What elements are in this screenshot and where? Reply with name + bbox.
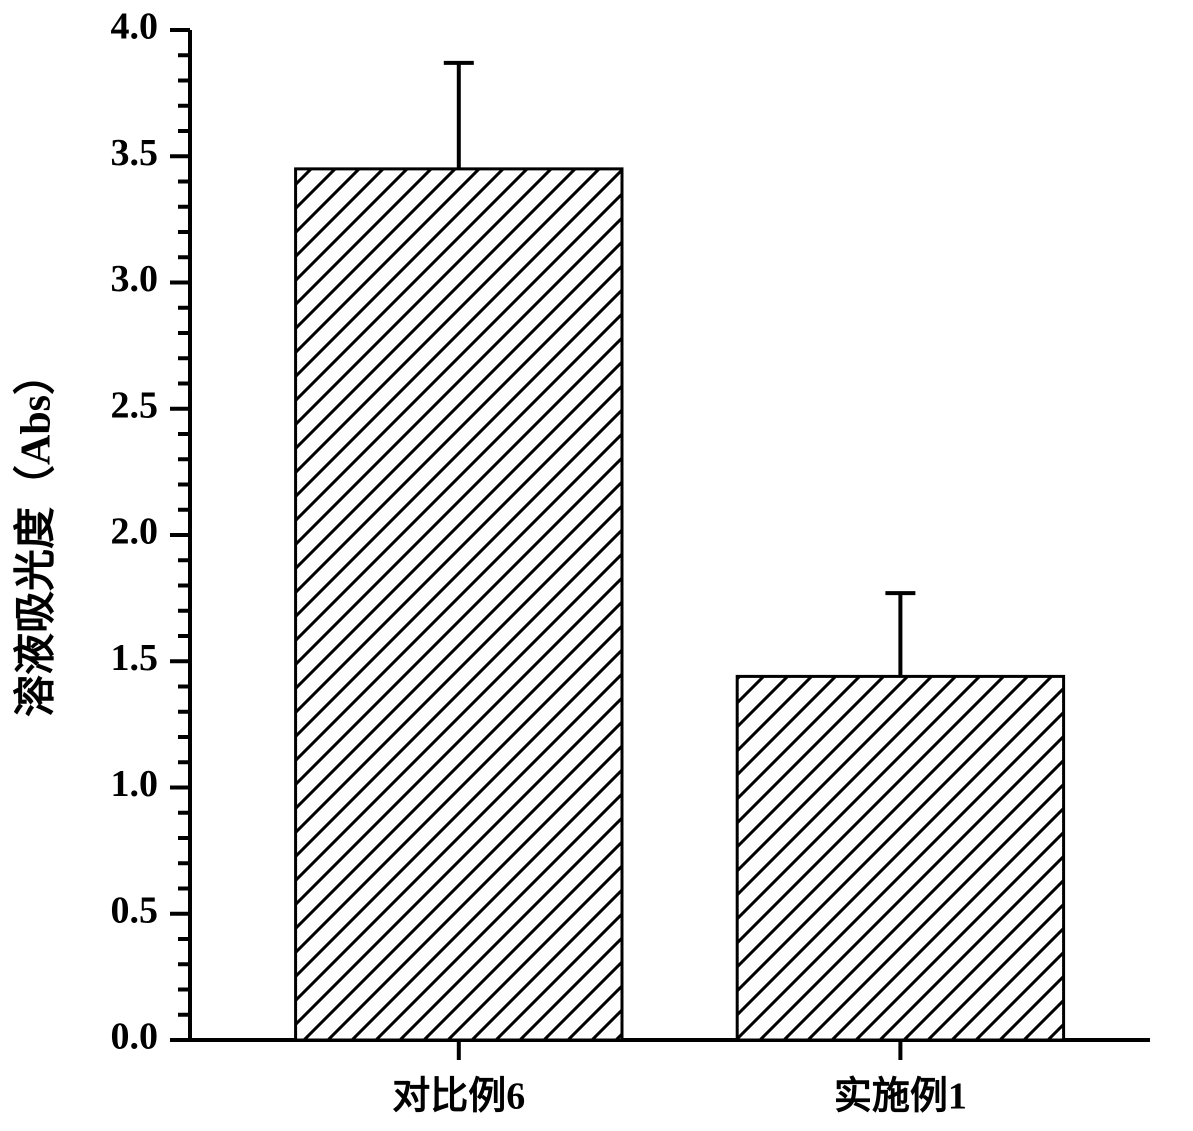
y-tick-label: 1.5 — [111, 637, 159, 679]
y-tick-label: 4.0 — [111, 6, 159, 48]
y-tick-label: 0.5 — [111, 889, 159, 931]
x-tick-label: 对比例6 — [392, 1076, 525, 1118]
bar-chart: 0.0 0.5 1.0 1.5 2.0 2.5 3.0 3.5 4.0 溶液吸光度（Abs） 对比例… — [0, 0, 1193, 1131]
bar — [296, 169, 622, 1040]
y-tick-label: 2.0 — [111, 511, 159, 553]
x-tick-label: 实施例1 — [834, 1076, 967, 1118]
y-tick-label: 0.0 — [111, 1016, 159, 1058]
y-tick-label: 2.5 — [111, 384, 159, 426]
y-tick-label: 3.5 — [111, 132, 159, 174]
y-tick-label: 3.0 — [111, 258, 159, 300]
y-axis-label: 溶液吸光度（Abs） — [13, 353, 60, 717]
bar — [737, 676, 1063, 1040]
y-tick-label: 1.0 — [111, 763, 159, 805]
